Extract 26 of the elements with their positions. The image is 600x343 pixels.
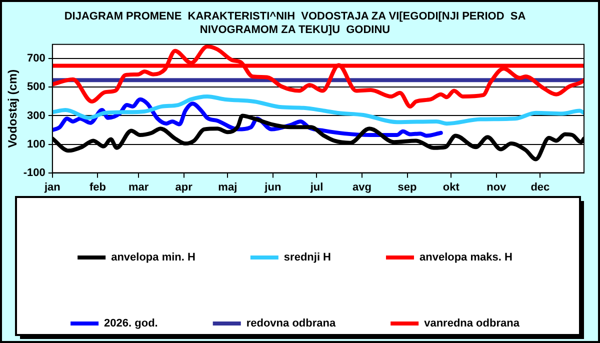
x-tick-label: jul: [309, 181, 324, 194]
x-tick-label: feb: [89, 181, 106, 194]
y-tick-label: 300: [27, 110, 46, 122]
text: DIJAGRAM PROMENE KARAKTERISTI^NIH VODOSTAJA ZA VI[EGODI[NJI PERIOD SA: [64, 10, 526, 23]
x-tick-label: jun: [264, 181, 282, 194]
legend-label: vanredna odbrana: [424, 318, 520, 330]
y-tick-label: 500: [27, 81, 46, 94]
x-tick-label: sep: [398, 181, 418, 194]
y-axis-title: Vodostaj (cm): [6, 69, 20, 148]
x-tick-label: maj: [218, 181, 238, 194]
legend-label: anvelopa maks. H: [419, 252, 512, 264]
x-tick-label: mar: [128, 181, 150, 194]
legend-label: srednji H: [284, 252, 332, 264]
y-tick-label: 100: [27, 138, 46, 150]
x-tick-label: avg: [352, 181, 372, 194]
x-tick-label: jan: [43, 181, 61, 194]
y-tick-label: -100: [23, 166, 46, 179]
text: NIVOGRAMOM ZA TEKU]U GODINU: [200, 24, 390, 36]
legend-label: 2026. god.: [104, 318, 158, 330]
x-tick-label: dec: [530, 181, 550, 194]
legend-label: anvelopa min. H: [111, 252, 196, 264]
legend-label: redovna odbrana: [246, 318, 336, 330]
x-tick-label: nov: [486, 181, 508, 194]
y-tick-label: 700: [27, 52, 46, 65]
x-tick-label: apr: [175, 181, 194, 194]
x-tick-label: okt: [442, 181, 460, 194]
